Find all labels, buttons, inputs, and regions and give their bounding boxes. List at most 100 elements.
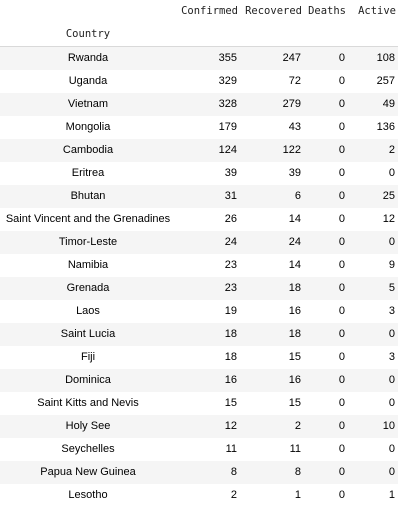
cell-deaths: 0: [304, 70, 348, 93]
cell-recovered: 18: [240, 323, 304, 346]
cell-deaths: 0: [304, 208, 348, 231]
cell-deaths: 0: [304, 323, 348, 346]
cell-active: 2: [348, 139, 398, 162]
cell-recovered: 15: [240, 392, 304, 415]
column-header-recovered: Recovered: [240, 0, 304, 23]
index-name-row: Country: [0, 23, 398, 47]
cell-deaths: 0: [304, 139, 348, 162]
cell-recovered: 122: [240, 139, 304, 162]
row-label-country: Dominica: [0, 369, 176, 392]
column-header-confirmed: Confirmed: [176, 0, 240, 23]
row-label-country: Bhutan: [0, 185, 176, 208]
cell-active: 136: [348, 116, 398, 139]
row-label-country: Saint Vincent and the Grenadines: [0, 208, 176, 231]
cell-confirmed: 2: [176, 484, 240, 507]
cell-recovered: 1: [240, 484, 304, 507]
cell-active: 12: [348, 208, 398, 231]
row-label-country: Saint Lucia: [0, 323, 176, 346]
cell-confirmed: 23: [176, 254, 240, 277]
row-label-country: Saint Kitts and Nevis: [0, 392, 176, 415]
index-name-country: Country: [0, 23, 176, 47]
dataframe-table: Confirmed Recovered Deaths Active Countr…: [0, 0, 398, 507]
cell-active: 3: [348, 300, 398, 323]
row-label-country: Fiji: [0, 346, 176, 369]
cell-deaths: 0: [304, 116, 348, 139]
cell-deaths: 0: [304, 231, 348, 254]
cell-deaths: 0: [304, 484, 348, 507]
cell-confirmed: 23: [176, 277, 240, 300]
cell-recovered: 247: [240, 47, 304, 71]
cell-confirmed: 15: [176, 392, 240, 415]
row-label-country: Namibia: [0, 254, 176, 277]
cell-confirmed: 18: [176, 346, 240, 369]
row-label-country: Seychelles: [0, 438, 176, 461]
cell-deaths: 0: [304, 392, 348, 415]
cell-confirmed: 31: [176, 185, 240, 208]
cell-recovered: 39: [240, 162, 304, 185]
cell-recovered: 6: [240, 185, 304, 208]
cell-confirmed: 26: [176, 208, 240, 231]
row-label-country: Vietnam: [0, 93, 176, 116]
index-row-blank-cell: [304, 23, 348, 47]
index-row-blank-cell: [348, 23, 398, 47]
row-label-country: Papua New Guinea: [0, 461, 176, 484]
row-label-country: Lesotho: [0, 484, 176, 507]
header-blank-cell: [0, 0, 176, 23]
row-label-country: Eritrea: [0, 162, 176, 185]
cell-recovered: 14: [240, 254, 304, 277]
row-label-country: Timor-Leste: [0, 231, 176, 254]
cell-active: 3: [348, 346, 398, 369]
cell-recovered: 16: [240, 369, 304, 392]
column-header-active: Active: [348, 0, 398, 23]
cell-deaths: 0: [304, 346, 348, 369]
row-label-country: Holy See: [0, 415, 176, 438]
cell-confirmed: 39: [176, 162, 240, 185]
cell-deaths: 0: [304, 185, 348, 208]
cell-active: 5: [348, 277, 398, 300]
cell-confirmed: 355: [176, 47, 240, 71]
column-header-row: Confirmed Recovered Deaths Active: [0, 0, 398, 23]
cell-active: 0: [348, 162, 398, 185]
cell-active: 25: [348, 185, 398, 208]
cell-recovered: 14: [240, 208, 304, 231]
cell-active: 9: [348, 254, 398, 277]
row-label-country: Laos: [0, 300, 176, 323]
cell-deaths: 0: [304, 254, 348, 277]
cell-active: 108: [348, 47, 398, 71]
row-label-country: Mongolia: [0, 116, 176, 139]
row-label-country: Uganda: [0, 70, 176, 93]
cell-active: 0: [348, 323, 398, 346]
cell-confirmed: 179: [176, 116, 240, 139]
cell-deaths: 0: [304, 300, 348, 323]
index-row-blank-cell: [176, 23, 240, 47]
cell-deaths: 0: [304, 93, 348, 116]
cell-recovered: 2: [240, 415, 304, 438]
cell-confirmed: 24: [176, 231, 240, 254]
cell-deaths: 0: [304, 369, 348, 392]
row-label-country: Rwanda: [0, 47, 176, 71]
cell-active: 0: [348, 369, 398, 392]
cell-confirmed: 16: [176, 369, 240, 392]
cell-deaths: 0: [304, 47, 348, 71]
cell-deaths: 0: [304, 277, 348, 300]
cell-active: 0: [348, 231, 398, 254]
cell-recovered: 279: [240, 93, 304, 116]
cell-active: 10: [348, 415, 398, 438]
row-label-country: Cambodia: [0, 139, 176, 162]
